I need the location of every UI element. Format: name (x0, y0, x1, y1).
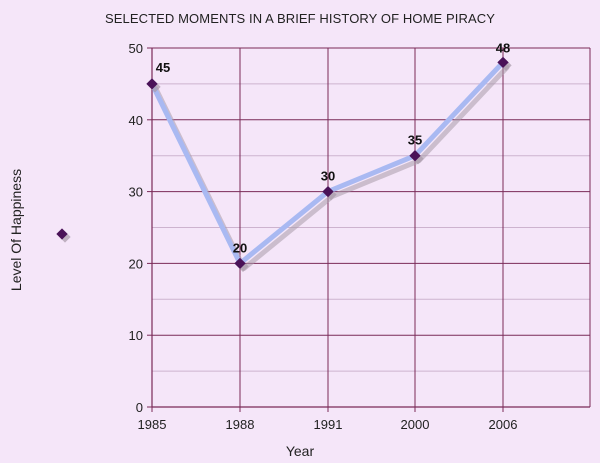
data-point (234, 257, 246, 270)
x-tick-label: 1991 (314, 417, 343, 432)
x-tick-label: 2000 (401, 417, 430, 432)
y-tick-label: 30 (129, 185, 143, 200)
x-tick-label: 1985 (138, 417, 167, 432)
grid (147, 47, 591, 412)
data-label: 48 (496, 40, 510, 55)
y-tick-label: 0 (136, 400, 143, 415)
legend (56, 228, 71, 243)
y-tick-label: 10 (129, 328, 143, 343)
y-tick-label: 20 (129, 256, 143, 271)
data-point (322, 185, 334, 198)
x-axis-title: Year (286, 443, 315, 459)
data-label: 20 (233, 240, 247, 255)
y-axis-title: Level Of Happiness (8, 169, 24, 291)
data-label: 30 (321, 169, 335, 184)
data-label: 45 (156, 60, 170, 75)
data-label: 35 (408, 133, 422, 148)
chart-title: SELECTED MOMENTS IN A BRIEF HISTORY OF H… (105, 11, 495, 26)
series-layer (146, 56, 512, 273)
y-tick-label: 40 (129, 113, 143, 128)
data-point (409, 150, 421, 162)
x-tick-label: 1988 (226, 417, 255, 432)
y-tick-label: 50 (129, 41, 143, 56)
label-layer: 0 10 20 30 40 50 1985 1988 1991 2000 2006 45 20 30 35 4… (129, 40, 518, 432)
x-tick-label: 2006 (489, 417, 518, 432)
